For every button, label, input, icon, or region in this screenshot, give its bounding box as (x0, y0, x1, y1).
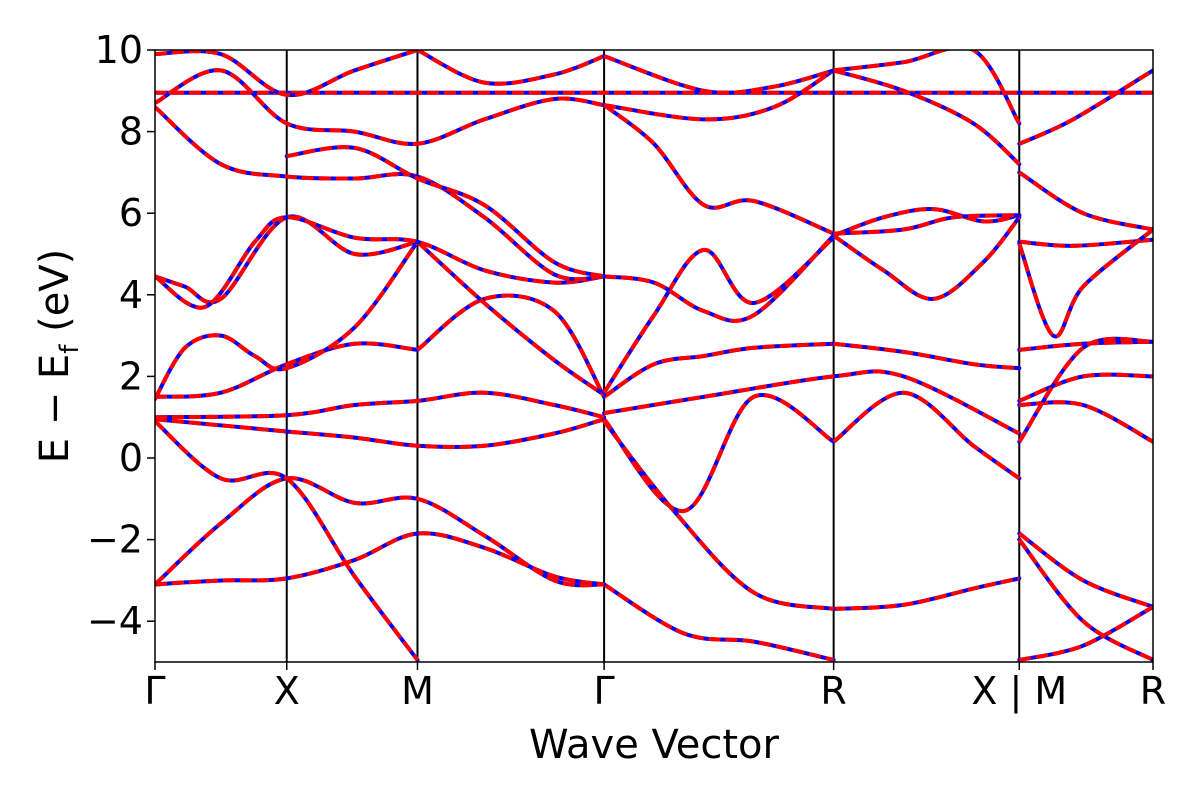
band-line-red-dashed (1017, 538, 1153, 662)
high-symmetry-lines (285, 50, 1021, 662)
band-line-red-dashed (155, 214, 418, 305)
band-lines (155, 50, 1153, 662)
band-line-red-dashed (603, 68, 835, 122)
band-line-red-dashed (833, 576, 1020, 611)
x-tick-label: R (1140, 669, 1166, 713)
y-tick-label: −4 (87, 599, 143, 643)
band-line-red-dashed (603, 369, 1021, 436)
y-axis-label-main: E − E (32, 354, 78, 464)
band-line-red-dashed (602, 236, 835, 394)
y-tick-label: −2 (87, 518, 143, 562)
band-line-red-dashed (1019, 237, 1153, 248)
band-line-blue (155, 68, 607, 147)
plot-area (154, 49, 1154, 663)
x-axis-label: Wave Vector (529, 722, 780, 768)
band-line-red-dashed (602, 420, 835, 611)
x-tick-label: Γ (144, 669, 165, 713)
band-line-red-dashed (833, 68, 1021, 166)
band-line-red-dashed (416, 50, 605, 86)
band-line-red-dashed (832, 390, 1021, 481)
y-tick-label: 0 (119, 436, 143, 480)
y-axis-label: E − Ef (eV) (32, 249, 85, 464)
band-line-blue (602, 393, 836, 513)
axes-frame (154, 49, 1154, 663)
y-tick-label: 8 (119, 110, 143, 154)
band-line-red-dashed (1018, 605, 1153, 662)
y-axis: −4 −2 0 2 4 6 8 10 (87, 28, 155, 643)
band-line-red-dashed (832, 207, 1020, 238)
band-line-red-dashed (155, 215, 605, 310)
band-line-red-dashed (155, 105, 605, 282)
band-line-red-dashed (833, 213, 1020, 236)
x-axis: Γ X M Γ R X | M R (144, 662, 1166, 714)
band-line-red-dashed (1017, 336, 1153, 443)
band-line-red-dashed (833, 50, 1022, 125)
band-line-red-dashed (602, 341, 834, 399)
band-line-red-dashed (603, 582, 835, 662)
band-line-red-dashed (1018, 372, 1153, 403)
y-tick-label: 6 (119, 191, 143, 235)
band-line-red-dashed (155, 341, 418, 399)
y-axis-label-subscript: f (55, 344, 85, 354)
x-tick-label: M (401, 669, 434, 713)
band-line-red-dashed (155, 417, 605, 450)
y-tick-label: 4 (119, 273, 143, 317)
band-line-red-dashed (155, 390, 605, 420)
band-line-red-dashed (155, 50, 419, 98)
band-line-red-dashed (416, 293, 606, 398)
band-line-red-dashed (1017, 227, 1153, 339)
band-line-red-dashed (155, 240, 420, 400)
band-line-red-dashed (603, 234, 836, 323)
band-line-red-dashed (832, 216, 1021, 301)
band-line-red-dashed (603, 54, 835, 95)
y-axis-label-suffix: (eV) (32, 249, 78, 345)
x-tick-label: Γ (594, 669, 615, 713)
band-line-red-dashed (1018, 531, 1153, 609)
band-line-red-dashed (1019, 400, 1153, 444)
band-line-red-dashed (602, 103, 835, 236)
band-line-red-dashed (155, 476, 605, 588)
x-tick-label: R (820, 669, 846, 713)
band-line-red-dashed (286, 145, 605, 279)
x-tick-label: X | M (971, 669, 1067, 714)
y-tick-label: 2 (119, 354, 143, 398)
x-tick-label: X (274, 669, 300, 713)
band-line-red-dashed (1018, 170, 1153, 232)
band-line-red-dashed (155, 419, 420, 662)
band-line-red-dashed (1018, 68, 1153, 146)
band-line-red-dashed (416, 240, 606, 397)
y-tick-label: 10 (95, 28, 143, 72)
band-line-red-dashed (833, 341, 1020, 371)
